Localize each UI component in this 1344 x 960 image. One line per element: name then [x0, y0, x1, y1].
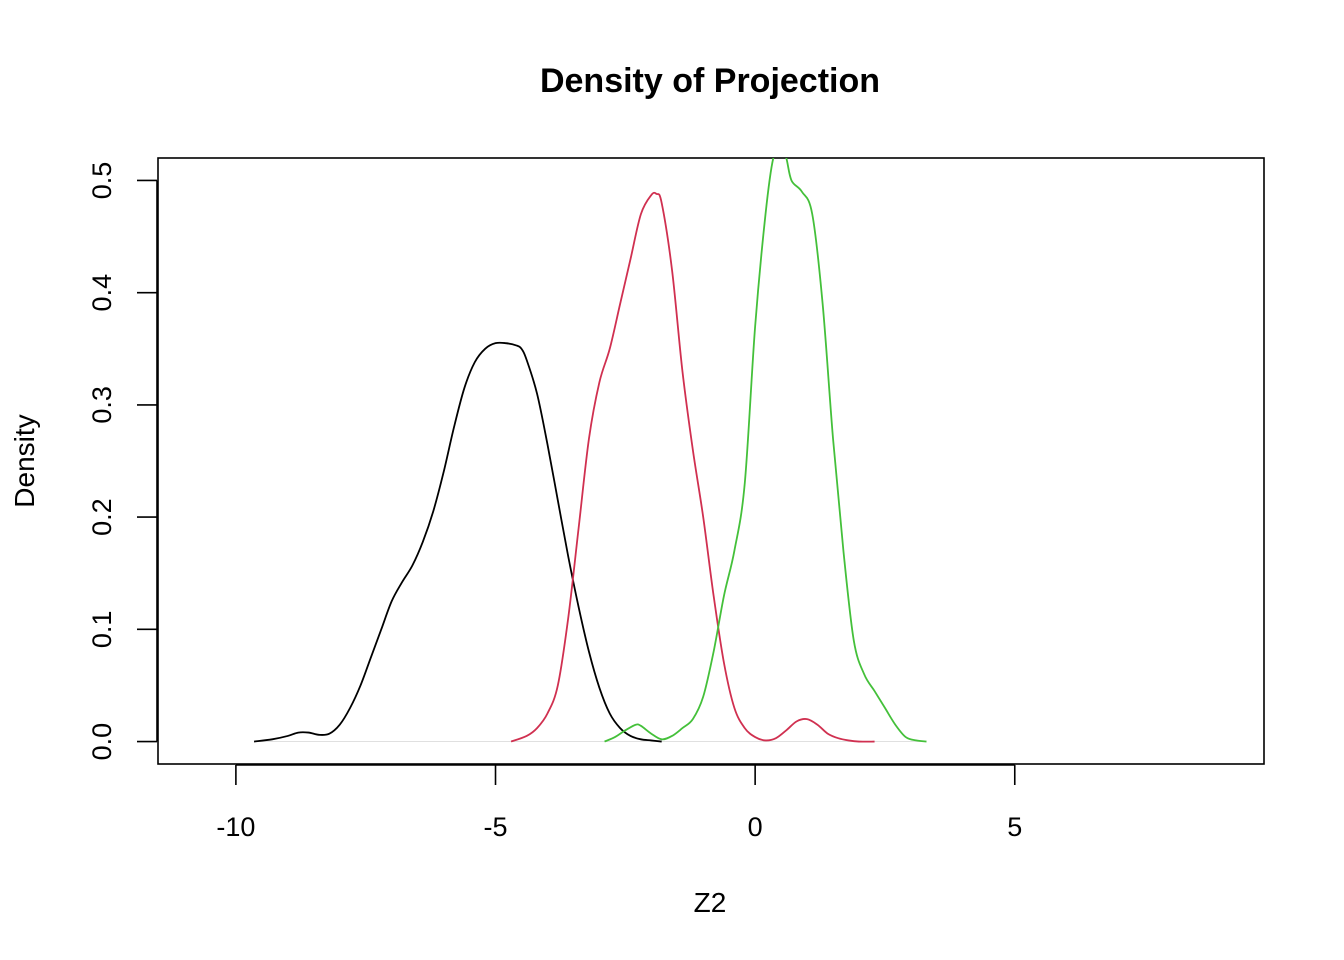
- density-line-1: [253, 341, 662, 743]
- y-tick-label: 0.4: [87, 274, 117, 312]
- y-tick-label: 0.1: [87, 611, 117, 649]
- x-tick-label: -10: [216, 812, 255, 842]
- x-tick-label: 5: [1007, 812, 1022, 842]
- density-line-3: [604, 158, 927, 743]
- y-tick-label: 0.2: [87, 498, 117, 536]
- y-axis-title: Density: [9, 414, 40, 507]
- density-line-2: [510, 191, 875, 743]
- x-tick-label: 0: [748, 812, 763, 842]
- plot-area-frame: [157, 157, 1265, 765]
- y-tick-label: 0.5: [87, 162, 117, 200]
- x-axis-title: Z2: [694, 887, 727, 918]
- chart-title: Density of Projection: [540, 62, 880, 100]
- x-tick-label: -5: [484, 812, 508, 842]
- x-axis: -10 -5 0 5: [216, 764, 1022, 842]
- series-lines: [253, 158, 927, 743]
- y-tick-label: 0.0: [87, 723, 117, 761]
- y-tick-label: 0.3: [87, 386, 117, 424]
- y-axis: 0.0 0.1 0.2 0.3 0.4 0.5: [87, 162, 158, 761]
